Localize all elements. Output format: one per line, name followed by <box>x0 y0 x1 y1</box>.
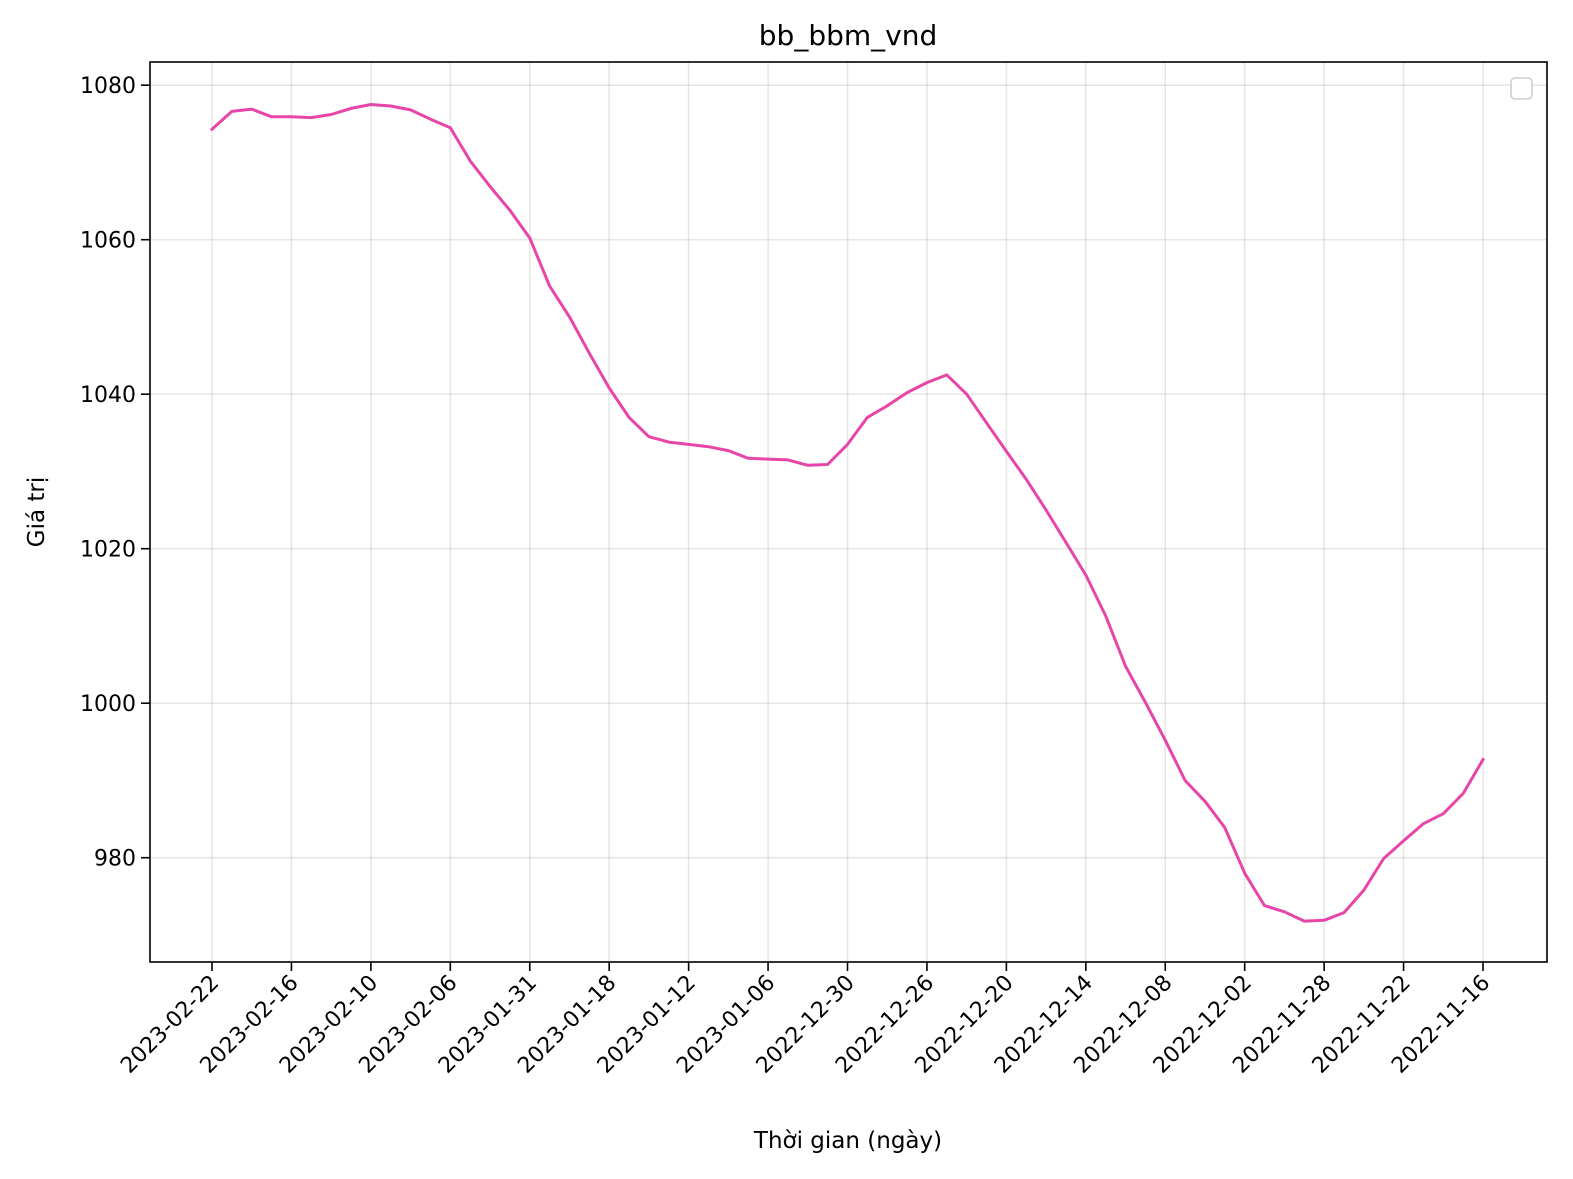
y-tick-label: 1060 <box>80 229 136 254</box>
x-axis-label: Thời gian (ngày) <box>753 1128 942 1154</box>
y-tick-label: 980 <box>94 847 136 872</box>
y-axis: 980 1000 1020 1040 1060 1080 <box>80 74 150 872</box>
series-line <box>209 103 1486 923</box>
y-tick-label: 1080 <box>80 74 136 99</box>
plot-area <box>150 62 1547 962</box>
y-tick-label: 1040 <box>80 383 136 408</box>
y-tick-label: 1000 <box>80 692 136 717</box>
legend-box[interactable] <box>1510 77 1533 100</box>
plot-frame <box>149 61 1548 963</box>
y-axis-label: Giá trị <box>24 477 50 547</box>
y-tick-label: 1020 <box>80 538 136 563</box>
grid <box>150 62 1547 962</box>
chart-title: bb_bbm_vnd <box>759 19 937 52</box>
series-layer <box>209 103 1486 923</box>
